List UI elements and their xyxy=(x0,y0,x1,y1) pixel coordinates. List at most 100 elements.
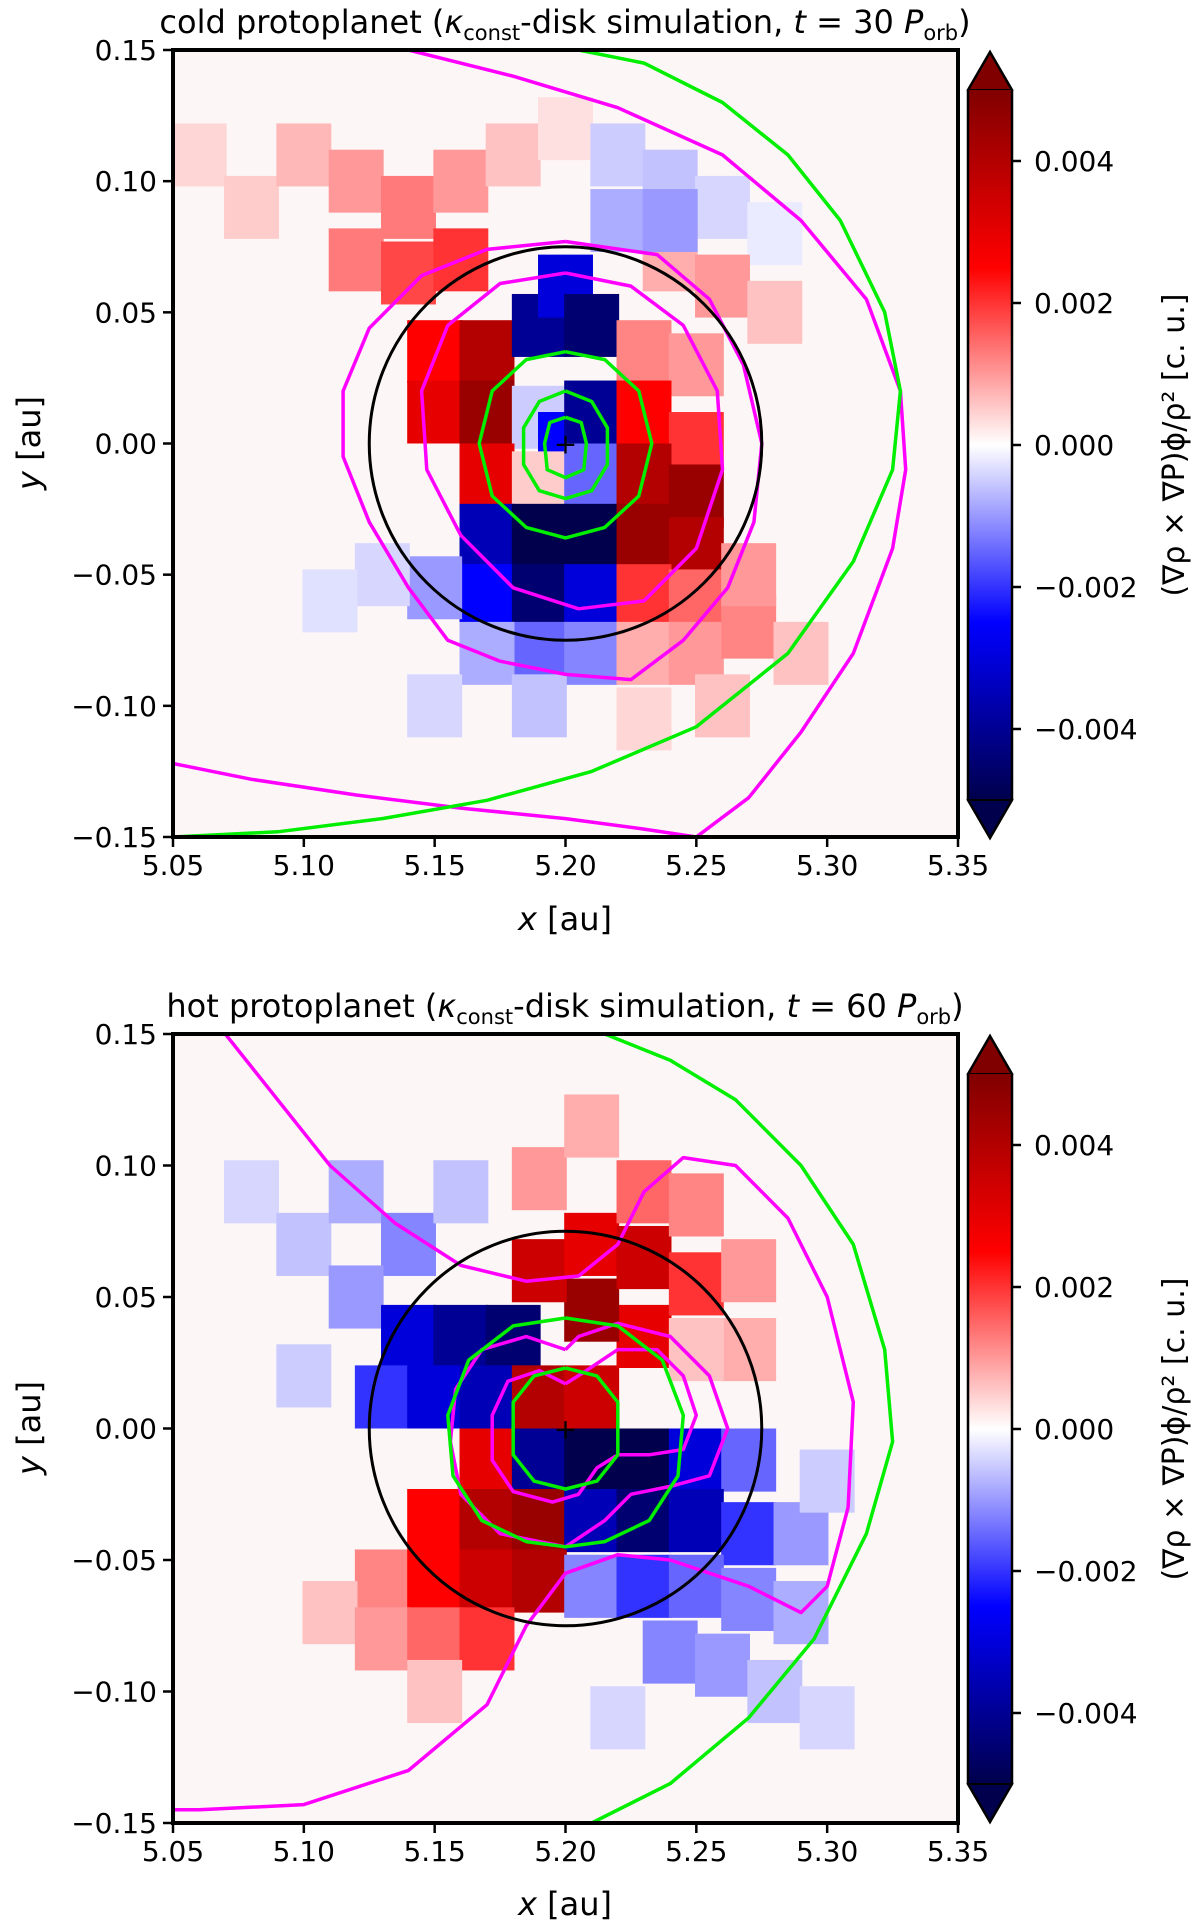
colorbar-tick-label: −0.002 xyxy=(1034,571,1138,604)
heatmap-cell xyxy=(407,320,463,384)
colorbar-tick-label: 0.004 xyxy=(1034,1129,1114,1162)
x-tick-label: 5.05 xyxy=(142,849,204,882)
x-tick-label: 5.35 xyxy=(927,849,989,882)
heatmap-cell xyxy=(668,412,724,475)
heatmap-cell xyxy=(459,564,515,628)
heatmap-cell xyxy=(407,1659,463,1724)
heatmap-cell xyxy=(564,564,620,628)
heatmap-cell xyxy=(485,123,541,187)
heatmap-cell xyxy=(616,1304,672,1369)
colorbar-outline xyxy=(966,1033,1014,1825)
heatmap-cell xyxy=(511,674,567,738)
colorbar-tick-label: 0.000 xyxy=(1034,429,1114,462)
heatmap-cell xyxy=(224,175,279,239)
colorbar-tick-label: 0.002 xyxy=(1034,287,1114,320)
heatmap-cell xyxy=(616,1428,672,1492)
green-contour xyxy=(477,349,654,540)
y-tick-label: 0.05 xyxy=(95,1281,157,1314)
green-contour xyxy=(590,1034,895,1823)
heatmap-cell xyxy=(485,1304,541,1369)
heatmap-cell xyxy=(747,280,803,344)
heatmap-cell xyxy=(407,674,463,738)
heatmap-cell xyxy=(616,320,672,384)
magenta-contour xyxy=(173,761,697,837)
heatmap-cell xyxy=(354,1549,410,1613)
heatmap-cell xyxy=(564,1094,620,1158)
x-tick-label: 5.30 xyxy=(796,849,858,882)
heatmap-cell xyxy=(511,1239,567,1303)
heatmap-cell xyxy=(721,543,777,607)
colorbar-tick-label: −0.002 xyxy=(1034,1555,1138,1588)
panel-title: hot protoplanet (κconst-disk simulation,… xyxy=(166,987,963,1029)
heatmap-cell xyxy=(799,1449,855,1513)
heatmap-cell xyxy=(407,1488,463,1553)
green-contour xyxy=(511,1366,620,1491)
x-tick-label: 5.25 xyxy=(665,849,727,882)
heatmap-cell xyxy=(773,621,829,685)
heatmap-cell xyxy=(590,189,646,252)
heatmap-cell xyxy=(459,320,515,384)
y-tick-label: 0.10 xyxy=(95,165,157,198)
x-axis-label: x [au] xyxy=(517,900,612,938)
y-tick-label: 0.10 xyxy=(95,1150,157,1183)
heatmap-cell xyxy=(616,503,672,567)
colorbar-outline xyxy=(966,49,1014,841)
y-axis-label: y [au] xyxy=(10,396,48,491)
colorbar-tick-label: 0.002 xyxy=(1034,1271,1114,1304)
colorbar-extend-max xyxy=(966,1034,1014,1075)
heatmap-cell xyxy=(668,1173,724,1237)
y-tick-label: −0.15 xyxy=(71,821,157,854)
heatmap-cell xyxy=(328,228,384,292)
x-tick-label: 5.10 xyxy=(273,849,335,882)
y-tick-label: 0.00 xyxy=(95,1413,157,1446)
colorbar-gradient xyxy=(968,1074,1012,1784)
hill-sphere-circle xyxy=(367,245,764,642)
x-tick-label: 5.05 xyxy=(142,1835,204,1868)
y-tick-label: −0.10 xyxy=(71,1676,157,1709)
colorbar-tick-label: −0.004 xyxy=(1034,1697,1138,1730)
heatmap-cell xyxy=(695,1633,750,1697)
heatmap-cell xyxy=(511,1147,567,1211)
colorbar-tick-label: 0.004 xyxy=(1034,145,1114,178)
heatmap-cell xyxy=(459,1549,515,1613)
heatmap-cell xyxy=(616,621,672,685)
heatmap-cell xyxy=(459,503,515,567)
heatmap-cell xyxy=(381,1304,436,1369)
panel-bottom: hot protoplanet (κconst-disk simulation,… xyxy=(10,987,1192,1923)
heatmap-cell xyxy=(721,1428,777,1492)
heatmap-cell xyxy=(459,1365,515,1429)
colorbar-extend-max xyxy=(966,50,1014,91)
green-contour xyxy=(446,1316,686,1549)
y-axis-label: y [au] xyxy=(10,1381,48,1476)
heatmap-cell xyxy=(459,621,515,685)
plot-area: + 5.05 5.10 5.15 5.20 5.25 5.30 5.35 0.15 0.10 0… xyxy=(71,1018,989,1868)
heatmap-cell xyxy=(642,189,698,252)
heatmap-cell xyxy=(799,1686,855,1750)
green-contour xyxy=(173,50,903,837)
heatmap-cell xyxy=(721,1239,777,1303)
heatmap-cell xyxy=(328,1265,384,1329)
colorbar-extend-min xyxy=(966,1783,1014,1824)
x-axis-label: x [au] xyxy=(517,1885,612,1923)
heatmap-cell xyxy=(433,149,489,213)
colorbar: 0.004 0.002 0.000 −0.002 −0.004 (∇ρ × ∇P)ϕ/ρ²… xyxy=(966,1033,1192,1825)
heatmap-cell xyxy=(276,123,332,187)
magenta-contour xyxy=(419,271,725,611)
colorbar-gradient xyxy=(968,90,1012,800)
y-tick-label: −0.10 xyxy=(71,690,157,723)
heatmap-cell xyxy=(616,1554,672,1618)
heatmap-cell xyxy=(747,1659,803,1724)
y-tick-label: 0.00 xyxy=(95,428,157,461)
colorbar-tick-label: 0.000 xyxy=(1034,1413,1114,1446)
panel-title: cold protoplanet (κconst-disk simulation… xyxy=(159,3,970,45)
heatmap-cell xyxy=(302,1581,358,1645)
y-tick-label: −0.05 xyxy=(71,559,157,592)
y-tick-label: −0.05 xyxy=(71,1544,157,1577)
heatmap-cell xyxy=(302,569,358,633)
heatmap-cell xyxy=(328,149,384,213)
heatmap-cell xyxy=(433,1304,489,1369)
heatmap-cell xyxy=(459,1607,515,1671)
colorbar-tick-label: −0.004 xyxy=(1034,713,1138,746)
heatmap-cell xyxy=(695,175,750,239)
